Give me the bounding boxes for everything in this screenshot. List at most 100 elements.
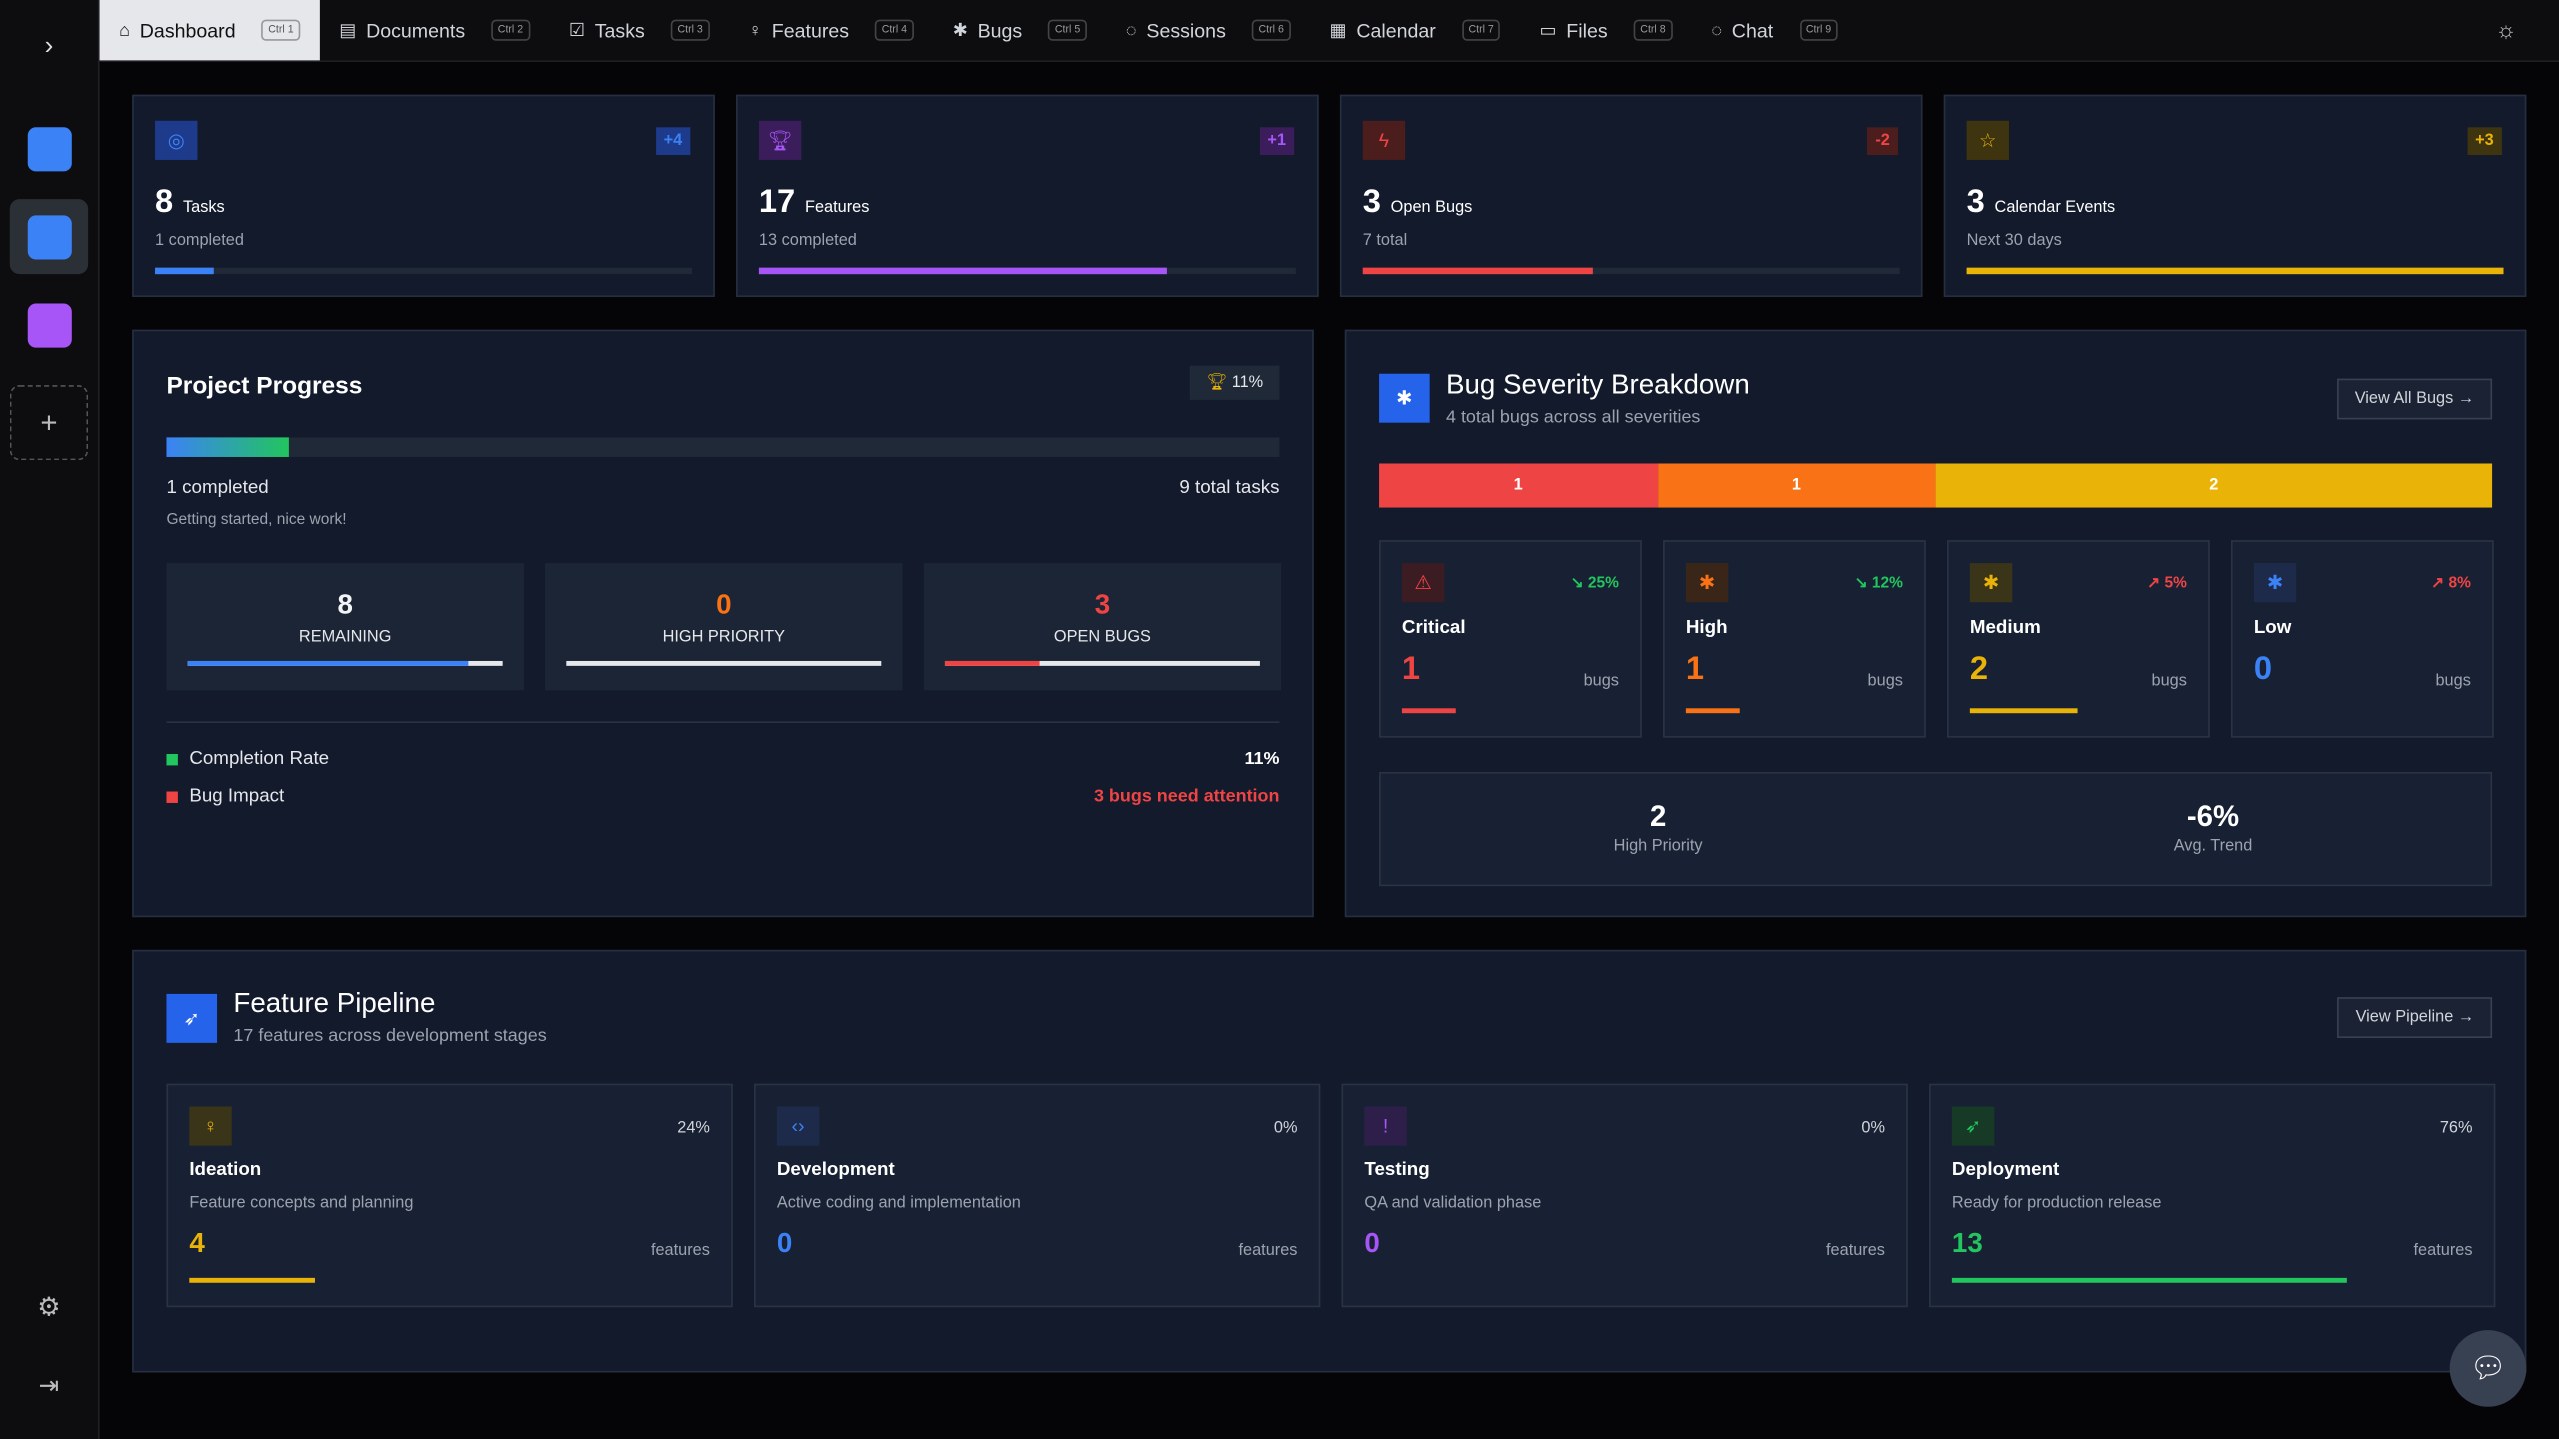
severity-name: High [1685, 618, 1728, 639]
stat-fill [155, 267, 215, 275]
tab-shortcut: Ctrl 6 [1251, 19, 1291, 41]
view-pipeline-button[interactable]: View Pipeline → [2337, 997, 2493, 1038]
stage-name: Development [776, 1160, 895, 1180]
stage-name: Deployment [1951, 1160, 2060, 1180]
stat-main: 17 Features [759, 184, 870, 222]
tab-icon: ♀ [748, 20, 762, 40]
badge-text: 11% [1231, 373, 1264, 392]
nav-tab[interactable]: ♀ Features Ctrl 4 [729, 0, 933, 60]
progress-track [166, 437, 1280, 457]
stat-main: 3 Calendar Events [1967, 184, 2116, 222]
box-track [187, 660, 503, 666]
view-all-bugs-button[interactable]: View All Bugs → [2336, 378, 2493, 420]
stage-unit: features [650, 1241, 710, 1260]
metric-row: Completion Rate 11% [166, 749, 1280, 769]
stat-value: 3 [1362, 184, 1381, 221]
metric-value: 3 bugs need attention [1093, 786, 1280, 807]
severity-unit: bugs [1867, 672, 1903, 691]
add-project[interactable]: + [9, 385, 89, 461]
severity-count: 2 [1969, 651, 1989, 688]
nav-tab[interactable]: ◌ Chat Ctrl 9 [1692, 0, 1858, 60]
card-title: Bug Severity Breakdown [1445, 368, 1750, 400]
stat-label: Tasks [182, 199, 225, 218]
expand-button[interactable]: › [44, 32, 54, 61]
box-value: 3 [1094, 589, 1111, 621]
project-icon[interactable] [9, 199, 89, 275]
nav-tab[interactable]: ✱ Bugs Ctrl 5 [933, 0, 1106, 60]
stat-main: 8 Tasks [155, 184, 225, 222]
stage-count: 13 [1951, 1227, 1983, 1259]
nav-tab[interactable]: ⌂ Dashboard Ctrl 1 [99, 0, 320, 61]
segment-label: 1 [1791, 476, 1801, 495]
metric-label: Completion Rate [189, 749, 330, 769]
stat-value: 8 [155, 184, 174, 221]
stage-percent: 0% [1273, 1119, 1298, 1138]
stage-track [777, 1278, 1298, 1283]
tab-icon: ☑ [568, 21, 585, 41]
tab-label: Bugs [977, 18, 1023, 42]
stat-track [1362, 267, 1900, 275]
severity-trend: ↘ 25% [1571, 574, 1619, 592]
stat-track [1966, 267, 2504, 275]
tab-label: Sessions [1146, 18, 1226, 42]
stage-track [1364, 1278, 1885, 1283]
severity-summary: 2 High Priority -6% Avg. Trend [1379, 771, 2493, 887]
card-subtitle: 4 total bugs across all severities [1445, 408, 1701, 428]
project-icon[interactable] [10, 287, 88, 362]
stage-icon: ➶ [1951, 1106, 1995, 1146]
severity-bar [1969, 708, 2078, 714]
logout-button[interactable]: ⇥ [38, 1372, 60, 1401]
theme-toggle[interactable]: ☼ [2495, 16, 2517, 43]
severity-count: 1 [1401, 651, 1421, 688]
nav-tab[interactable]: ▤ Documents Ctrl 2 [320, 0, 550, 60]
stage-icon: ‹› [776, 1106, 820, 1146]
tab-label: Documents [366, 18, 466, 42]
summary-item: -6% Avg. Trend [1936, 774, 2491, 885]
box-label: HIGH PRIORITY [662, 628, 786, 647]
project-icon[interactable] [10, 111, 88, 186]
severity-unit: bugs [2435, 672, 2471, 691]
sidebar: › + ⚙ ⇥ [0, 0, 100, 1439]
stat-card: ☆ +3 3 Calendar Events Next 30 days [1943, 94, 2527, 298]
severity-name: Critical [1401, 618, 1466, 639]
settings-button[interactable]: ⚙ [37, 1294, 61, 1322]
bug-icon: ✱ [1379, 373, 1430, 423]
trend-value: 5% [2164, 574, 2187, 593]
completed-text: 1 completed [166, 478, 269, 498]
summary-label: High Priority [1613, 837, 1703, 856]
stat-icon: ϟ [1362, 120, 1406, 160]
box-track [944, 660, 1260, 666]
stat-label: Features [804, 199, 870, 218]
button-label: View All Bugs [2354, 390, 2454, 409]
stage-card: ➶ 76% Deployment Ready for production relea… [1929, 1083, 2496, 1308]
tab-label: Calendar [1356, 18, 1436, 42]
stat-card: ◎ +4 8 Tasks 1 completed [132, 94, 715, 298]
box-label: REMAINING [298, 628, 392, 647]
nav-tab[interactable]: ▦ Calendar Ctrl 7 [1310, 0, 1520, 60]
stage-name: Ideation [189, 1160, 262, 1180]
card-title: Project Progress [166, 372, 363, 400]
box-fill [187, 660, 469, 666]
tab-shortcut: Ctrl 1 [261, 19, 301, 41]
severity-icon: ⚠ [1401, 563, 1445, 603]
stage-fill [1951, 1277, 2348, 1283]
stat-track [758, 267, 1296, 275]
stage-count: 4 [189, 1227, 205, 1259]
severity-trend: ↗ 5% [2147, 574, 2187, 592]
nav-tab[interactable]: ☑ Tasks Ctrl 3 [549, 0, 729, 60]
chat-button[interactable]: 💬︎ [2449, 1330, 2527, 1407]
stage-description: Ready for production release [1951, 1194, 2162, 1213]
severity-name: Medium [1969, 618, 2041, 639]
box-track [566, 660, 882, 666]
stat-box: 3 OPEN BUGS [923, 563, 1282, 691]
stat-sub: 7 total [1362, 231, 1408, 250]
severity-icon: ✱ [1685, 563, 1729, 603]
tab-icon: ✱ [952, 21, 968, 41]
nav-tab[interactable]: ◌ Sessions Ctrl 6 [1106, 0, 1310, 60]
nav-tab[interactable]: ▭ Files Ctrl 8 [1520, 0, 1692, 60]
tab-icon: ◌ [1711, 20, 1723, 40]
tab-shortcut: Ctrl 2 [491, 19, 530, 41]
severity-card: ✱ ↗ 5% Medium 2 bugs [1946, 540, 2210, 738]
